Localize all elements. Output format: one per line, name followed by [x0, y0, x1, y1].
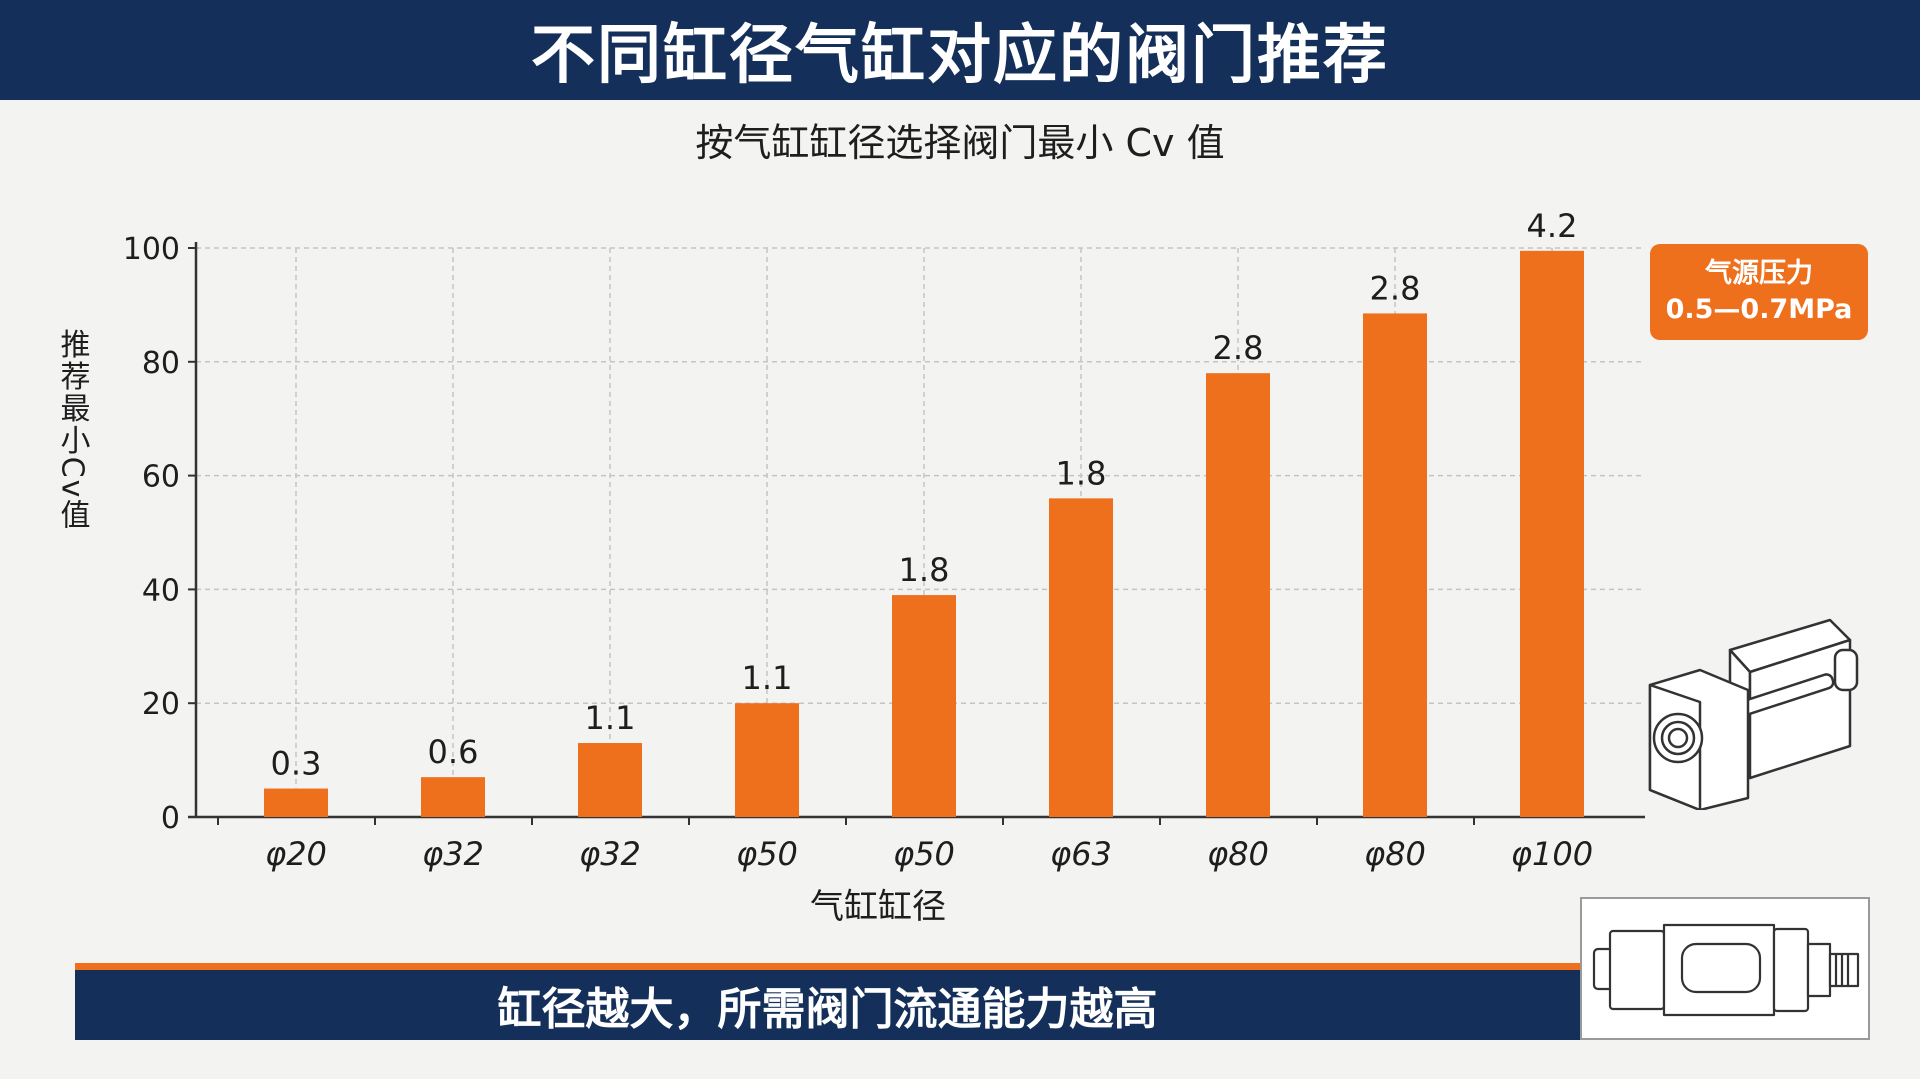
x-tick-label: φ80: [1207, 835, 1269, 873]
bar-value-label: 1.1: [585, 699, 636, 737]
x-tick-label: φ50: [736, 835, 798, 873]
badge-value: 0.5—0.7MPa: [1665, 294, 1853, 325]
bar-value-label: 2.8: [1370, 269, 1421, 307]
footer-banner: 缸径越大，所需阀门流通能力越高: [75, 970, 1580, 1040]
x-tick-label: φ20: [265, 835, 327, 873]
cylinder-illustration-icon: [1648, 618, 1859, 810]
chart-subtitle: 按气缸缸径选择阀门最小 Cv 值: [695, 121, 1225, 165]
bar: [735, 703, 799, 817]
x-tick-label: φ80: [1364, 835, 1426, 873]
bar-value-label: 2.8: [1213, 329, 1264, 367]
bar: [892, 595, 956, 817]
bar: [1363, 313, 1427, 817]
bar: [1206, 373, 1270, 817]
bar-value-label: 1.1: [742, 659, 793, 697]
y-tick-label: 100: [123, 232, 180, 267]
x-axis-title: 气缸缸径: [810, 887, 946, 927]
bar: [421, 777, 485, 817]
y-tick-label: 40: [142, 573, 180, 608]
cylinder-side-view-icon: [1592, 923, 1860, 1017]
x-tick-label: φ63: [1050, 835, 1112, 873]
page-title: 不同缸径气缸对应的阀门推荐: [531, 19, 1389, 93]
bar-value-label: 4.2: [1527, 207, 1578, 245]
x-tick-label: φ32: [579, 835, 641, 873]
y-tick-label: 60: [142, 460, 180, 495]
bar: [1049, 498, 1113, 817]
bar-value-label: 1.8: [899, 551, 950, 589]
footer-accent-line: [75, 963, 1580, 970]
badge-label: 气源压力: [1705, 258, 1813, 289]
footer-text: 缸径越大，所需阀门流通能力越高: [497, 984, 1158, 1035]
x-tick-label: φ100: [1511, 835, 1593, 873]
y-tick-label: 80: [142, 346, 180, 381]
bar: [1520, 250, 1584, 818]
bar: [578, 743, 642, 817]
bar-value-label: 0.6: [428, 733, 479, 771]
x-tick-label: φ32: [422, 835, 484, 873]
bar-value-label: 1.8: [1056, 454, 1107, 492]
y-axis-title: 推荐最小Cv值: [55, 329, 91, 532]
y-tick-label: 20: [142, 687, 180, 722]
air-pressure-badge: 气源压力 0.5—0.7MPa: [1650, 244, 1868, 340]
y-tick-label: 0: [161, 801, 180, 836]
bar: [264, 788, 328, 817]
x-tick-label: φ50: [893, 835, 955, 873]
cylinder-side-view-box: [1580, 897, 1870, 1040]
bar-value-label: 0.3: [271, 745, 322, 783]
title-bar: 不同缸径气缸对应的阀门推荐: [0, 0, 1920, 100]
